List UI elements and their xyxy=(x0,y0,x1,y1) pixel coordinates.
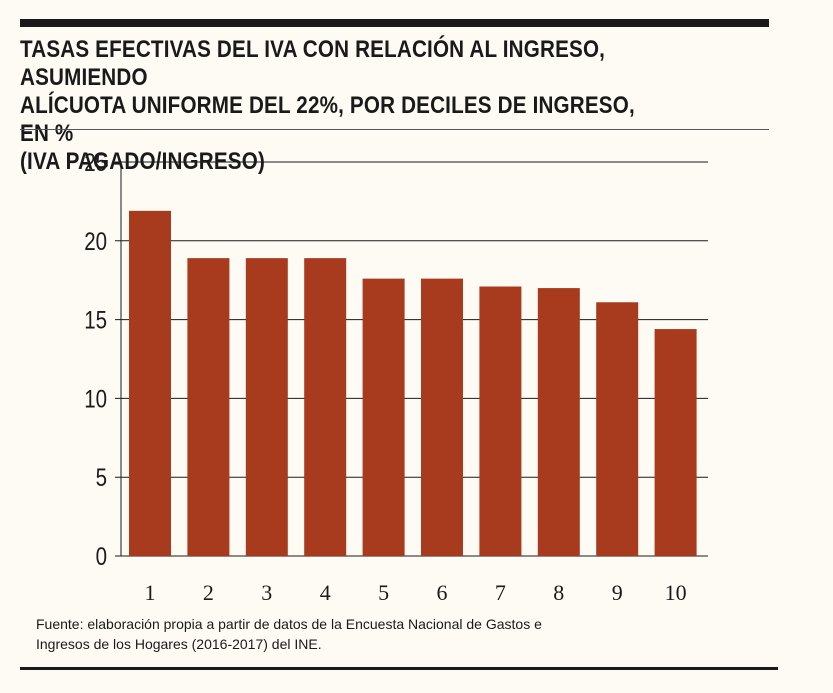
bar-decile-6 xyxy=(421,278,463,556)
bottom-rule xyxy=(20,667,778,670)
bar-decile-5 xyxy=(362,278,405,556)
x-tick-label: 4 xyxy=(320,580,331,605)
x-tick-label: 2 xyxy=(203,580,214,605)
x-tick-label: 6 xyxy=(437,580,448,605)
top-rule xyxy=(20,19,769,27)
y-tick-label: 5 xyxy=(96,463,107,491)
x-tick-label: 10 xyxy=(665,580,687,605)
bar-decile-1 xyxy=(129,210,171,556)
bar-chart: 0 5 10 15 20 25 1 2 3 4 5 6 7 8 9 10 xyxy=(84,148,708,605)
bar-decile-4 xyxy=(304,258,347,556)
x-axis-ticks: 1 2 3 4 5 6 7 8 9 10 xyxy=(145,580,687,605)
x-tick-label: 3 xyxy=(261,580,272,605)
bars xyxy=(129,210,697,556)
y-tick-label: 25 xyxy=(84,148,107,176)
y-axis-ticks: 0 5 10 15 20 25 xyxy=(84,148,107,570)
bar-decile-8 xyxy=(537,288,580,556)
bar-decile-2 xyxy=(187,258,230,556)
source-note: Fuente: elaboración propia a partir de d… xyxy=(36,616,542,652)
bar-decile-7 xyxy=(479,286,522,556)
bar-decile-10 xyxy=(654,329,697,556)
title-divider xyxy=(20,129,769,130)
x-tick-label: 5 xyxy=(378,580,389,605)
y-tick-label: 0 xyxy=(96,542,107,570)
x-tick-label: 9 xyxy=(612,580,623,605)
x-tick-label: 1 xyxy=(145,580,156,605)
y-tick-label: 20 xyxy=(84,227,107,255)
y-tick-label: 15 xyxy=(84,306,107,334)
bar-decile-3 xyxy=(245,258,288,556)
bar-decile-9 xyxy=(596,302,639,556)
x-tick-label: 8 xyxy=(553,580,564,605)
x-tick-label: 7 xyxy=(495,580,506,605)
y-tick-label: 10 xyxy=(84,384,107,412)
